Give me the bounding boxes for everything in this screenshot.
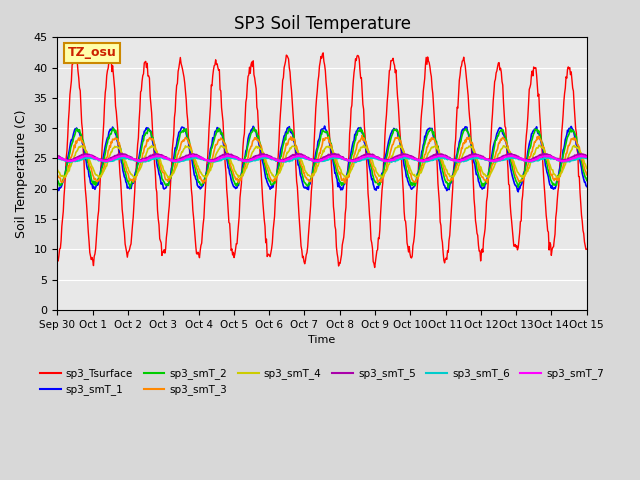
- sp3_smT_3: [54, 173, 61, 179]
- Legend: sp3_Tsurface, sp3_smT_1, sp3_smT_2, sp3_smT_3, sp3_smT_4, sp3_smT_5, sp3_smT_6, : sp3_Tsurface, sp3_smT_1, sp3_smT_2, sp3_…: [36, 364, 609, 399]
- X-axis label: Time: Time: [308, 335, 335, 345]
- sp3_smT_3: [403, 160, 411, 166]
- sp3_Tsurface: [388, 58, 396, 63]
- sp3_smT_6: [199, 156, 207, 162]
- Line: sp3_smT_5: sp3_smT_5: [58, 154, 587, 161]
- sp3_smT_4: [360, 143, 367, 148]
- sp3_smT_5: [118, 151, 126, 157]
- sp3_smT_1: [583, 184, 591, 190]
- sp3_smT_4: [200, 174, 208, 180]
- sp3_smT_2: [583, 178, 591, 183]
- sp3_Tsurface: [63, 148, 71, 154]
- sp3_smT_4: [63, 171, 71, 177]
- sp3_smT_1: [403, 174, 410, 180]
- sp3_smT_2: [387, 136, 395, 142]
- sp3_Tsurface: [118, 193, 125, 199]
- sp3_smT_7: [403, 153, 410, 159]
- Y-axis label: Soil Temperature (C): Soil Temperature (C): [15, 109, 28, 238]
- sp3_smT_2: [199, 178, 207, 183]
- sp3_smT_5: [54, 154, 61, 159]
- sp3_Tsurface: [54, 257, 61, 263]
- sp3_smT_7: [387, 157, 395, 163]
- sp3_smT_5: [117, 151, 125, 156]
- sp3_smT_4: [130, 175, 138, 180]
- sp3_smT_6: [172, 159, 179, 165]
- sp3_Tsurface: [199, 221, 207, 227]
- sp3_smT_4: [403, 157, 411, 163]
- sp3_smT_4: [388, 154, 396, 159]
- sp3_smT_3: [388, 144, 396, 150]
- sp3_smT_3: [358, 132, 366, 138]
- sp3_smT_7: [118, 153, 125, 159]
- sp3_smT_2: [63, 161, 71, 167]
- sp3_smT_5: [387, 156, 395, 162]
- sp3_smT_4: [118, 149, 125, 155]
- sp3_smT_1: [172, 145, 179, 151]
- sp3_smT_1: [54, 184, 61, 190]
- sp3_smT_2: [172, 153, 179, 159]
- sp3_smT_1: [63, 163, 71, 168]
- sp3_smT_6: [583, 155, 591, 161]
- Line: sp3_smT_1: sp3_smT_1: [58, 126, 587, 192]
- sp3_smT_5: [200, 156, 208, 162]
- sp3_smT_2: [54, 178, 61, 183]
- sp3_smT_6: [118, 156, 125, 161]
- sp3_smT_1: [199, 182, 207, 188]
- sp3_smT_7: [456, 159, 464, 165]
- sp3_smT_2: [444, 185, 452, 191]
- sp3_smT_6: [352, 159, 360, 165]
- sp3_smT_7: [583, 154, 591, 160]
- sp3_smT_5: [403, 152, 410, 157]
- sp3_smT_6: [580, 154, 588, 160]
- sp3_smT_4: [54, 167, 61, 173]
- Line: sp3_smT_7: sp3_smT_7: [58, 155, 587, 162]
- sp3_smT_7: [189, 152, 196, 158]
- sp3_smT_3: [118, 150, 125, 156]
- sp3_smT_3: [199, 180, 207, 186]
- sp3_smT_5: [63, 157, 71, 163]
- sp3_smT_7: [63, 158, 71, 164]
- Text: TZ_osu: TZ_osu: [68, 47, 116, 60]
- sp3_smT_5: [172, 157, 180, 163]
- sp3_smT_6: [403, 155, 410, 161]
- Title: SP3 Soil Temperature: SP3 Soil Temperature: [234, 15, 410, 33]
- sp3_smT_1: [387, 131, 395, 137]
- sp3_Tsurface: [583, 246, 591, 252]
- sp3_smT_3: [172, 161, 179, 167]
- sp3_smT_6: [54, 156, 61, 161]
- sp3_smT_2: [118, 150, 125, 156]
- sp3_smT_7: [172, 158, 179, 164]
- sp3_smT_3: [200, 177, 208, 183]
- sp3_smT_3: [63, 170, 71, 176]
- sp3_Tsurface: [371, 264, 378, 270]
- sp3_smT_3: [583, 172, 591, 178]
- Line: sp3_smT_3: sp3_smT_3: [58, 135, 587, 183]
- sp3_smT_1: [515, 189, 522, 195]
- sp3_smT_1: [321, 123, 328, 129]
- sp3_smT_4: [583, 166, 591, 171]
- sp3_Tsurface: [403, 240, 411, 246]
- sp3_smT_7: [200, 156, 208, 162]
- sp3_smT_5: [455, 158, 463, 164]
- sp3_smT_4: [172, 165, 180, 170]
- sp3_smT_5: [583, 153, 591, 159]
- sp3_smT_2: [403, 167, 410, 172]
- Line: sp3_Tsurface: sp3_Tsurface: [58, 53, 587, 267]
- Line: sp3_smT_2: sp3_smT_2: [58, 128, 587, 188]
- sp3_Tsurface: [319, 50, 327, 56]
- sp3_smT_1: [118, 159, 125, 165]
- Line: sp3_smT_6: sp3_smT_6: [58, 157, 587, 162]
- sp3_smT_7: [54, 154, 61, 160]
- sp3_Tsurface: [172, 108, 179, 114]
- sp3_smT_2: [250, 125, 258, 131]
- sp3_smT_6: [387, 158, 395, 164]
- Line: sp3_smT_4: sp3_smT_4: [58, 145, 587, 178]
- sp3_smT_6: [63, 158, 71, 164]
